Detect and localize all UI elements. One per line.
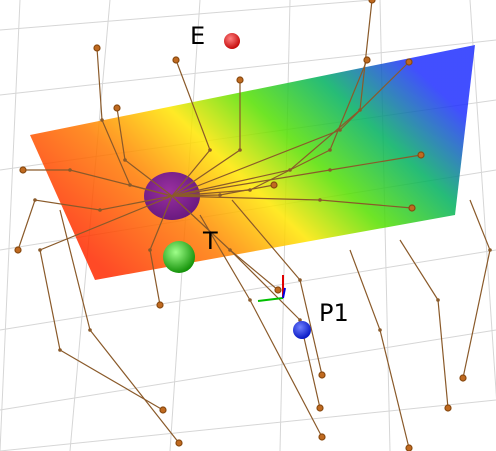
link <box>171 59 368 197</box>
joint <box>100 118 104 122</box>
link-node <box>236 76 244 84</box>
link <box>462 199 491 379</box>
link-node <box>274 286 282 294</box>
joint <box>238 148 242 152</box>
link <box>17 195 173 251</box>
axis-y <box>257 297 284 302</box>
joint <box>218 193 222 197</box>
heatmap-plane <box>30 45 475 280</box>
sphere-t <box>163 241 195 273</box>
link-node <box>368 0 376 4</box>
joint <box>38 248 42 252</box>
link-node <box>408 204 416 212</box>
link-node <box>405 444 413 451</box>
joint <box>33 198 37 202</box>
link-node <box>318 371 326 379</box>
grid-line <box>0 0 379 31</box>
grid-line <box>0 329 496 411</box>
joint <box>68 168 72 172</box>
link <box>39 195 173 411</box>
joint <box>488 248 492 252</box>
link-node <box>270 181 278 189</box>
joint <box>318 198 322 202</box>
joint <box>298 318 302 322</box>
link-node <box>113 104 121 112</box>
link-node <box>19 166 27 174</box>
grid-line <box>0 249 496 331</box>
link <box>171 0 373 197</box>
joint <box>88 328 92 332</box>
grid-line <box>0 0 21 451</box>
link-node <box>405 58 413 66</box>
links <box>14 0 492 451</box>
link <box>399 239 449 409</box>
link-node <box>318 433 326 441</box>
link-node <box>156 301 164 309</box>
link-node <box>172 56 180 64</box>
joint <box>328 168 332 172</box>
axis-z <box>282 287 286 299</box>
joint <box>123 158 127 162</box>
link-node <box>175 439 183 447</box>
joint <box>298 278 302 282</box>
link-node <box>159 406 167 414</box>
joint <box>378 328 382 332</box>
grid-line <box>469 0 496 399</box>
grid-line <box>0 399 496 451</box>
link-node <box>93 44 101 52</box>
link-node <box>363 56 371 64</box>
link-node <box>14 246 22 254</box>
link-node <box>316 404 324 412</box>
link-node <box>459 374 467 382</box>
joint <box>98 208 102 212</box>
link-node <box>444 404 452 412</box>
joint <box>208 148 212 152</box>
joint <box>248 298 252 302</box>
joint <box>436 298 440 302</box>
label-e: E <box>190 22 205 50</box>
sphere-p1 <box>293 321 311 339</box>
joint <box>338 128 342 132</box>
link-node <box>417 151 425 159</box>
label-t: T <box>202 227 218 255</box>
grid-line <box>0 39 496 96</box>
joint <box>58 348 62 352</box>
joint <box>148 248 152 252</box>
axes-marker <box>257 275 286 302</box>
sphere-e <box>224 33 240 49</box>
joint <box>328 148 332 152</box>
label-p1: P1 <box>319 299 349 327</box>
